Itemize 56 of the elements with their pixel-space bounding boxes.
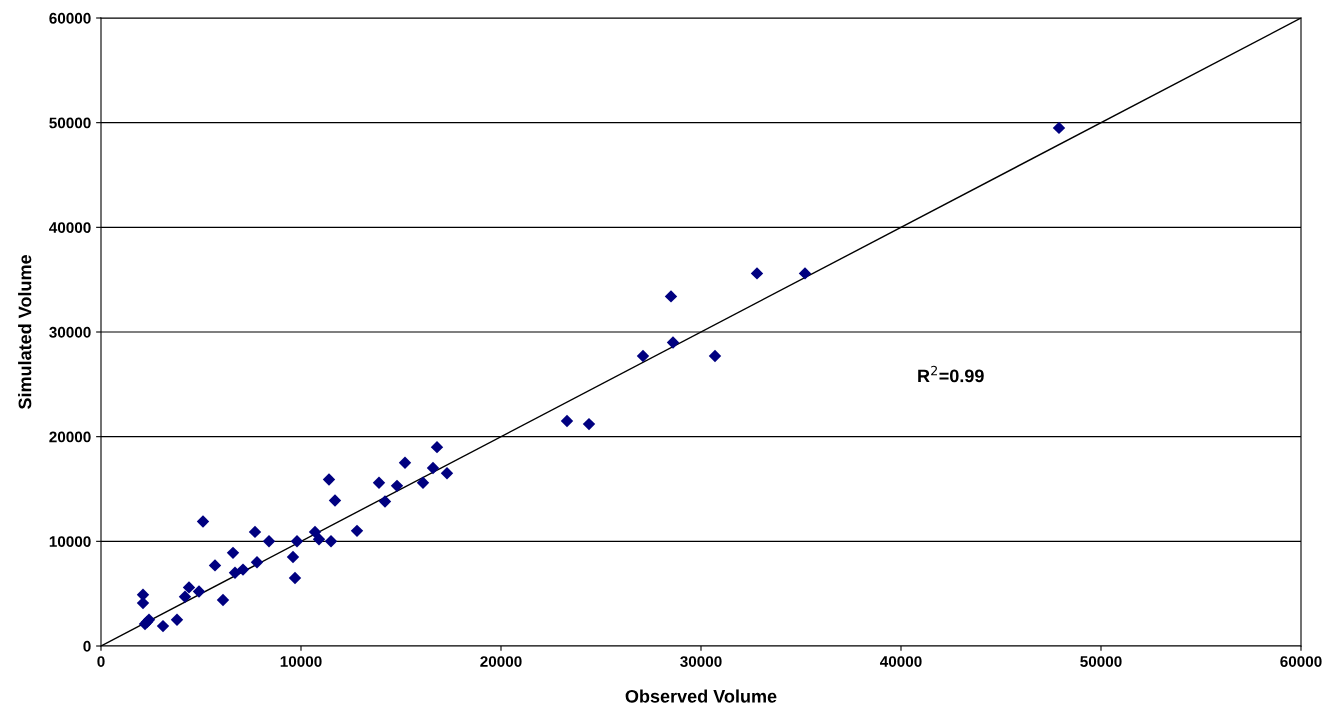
point — [216, 593, 230, 607]
x-tick-label: 10000 — [280, 656, 322, 667]
point — [430, 440, 444, 454]
point — [1052, 121, 1066, 135]
point — [440, 467, 454, 480]
x-axis-title: Observed Volume — [625, 689, 777, 703]
point — [312, 533, 326, 546]
y-tick-label: 20000 — [49, 431, 91, 443]
x-tick-label: 30000 — [680, 656, 722, 667]
point — [226, 546, 240, 560]
x-tick-label: 60000 — [1280, 656, 1322, 667]
point — [666, 336, 680, 349]
y-tick-label: 10000 — [49, 536, 91, 548]
x-tick-label: 40000 — [879, 656, 922, 667]
point — [156, 619, 170, 633]
y-tick-label: 0 — [83, 640, 91, 652]
x-tick-label: 0 — [97, 656, 105, 667]
point — [636, 349, 650, 363]
point — [390, 479, 404, 493]
point — [196, 515, 210, 528]
point — [236, 563, 250, 576]
y-tick-label: 60000 — [49, 12, 91, 24]
y-tick-label: 50000 — [49, 117, 91, 129]
point — [798, 267, 812, 280]
point — [286, 550, 300, 564]
point — [170, 613, 184, 627]
point — [416, 476, 430, 489]
y-axis-title: Simulated Volume — [18, 255, 32, 410]
point — [328, 494, 342, 507]
point — [322, 473, 336, 486]
point — [248, 525, 262, 539]
point — [250, 556, 264, 569]
point — [182, 581, 196, 594]
point — [350, 524, 364, 538]
point — [290, 535, 304, 548]
x-tick-label: 50000 — [1080, 656, 1122, 667]
point — [398, 456, 412, 470]
point — [560, 414, 574, 428]
point — [262, 535, 276, 548]
x-tick-label: 20000 — [480, 656, 522, 667]
point — [288, 571, 302, 585]
point — [178, 590, 192, 604]
point — [664, 290, 678, 303]
point — [378, 495, 392, 508]
point — [308, 525, 322, 539]
y-tick-label: 30000 — [49, 326, 91, 338]
point — [582, 417, 596, 431]
point — [750, 267, 764, 280]
point — [208, 559, 222, 572]
annotation: R$^{2}$=0.99 — [918, 365, 984, 383]
y-tick-label: 40000 — [49, 222, 91, 234]
point — [192, 585, 206, 598]
point — [324, 535, 338, 548]
point — [372, 476, 386, 489]
point — [426, 461, 440, 475]
point — [708, 349, 722, 363]
